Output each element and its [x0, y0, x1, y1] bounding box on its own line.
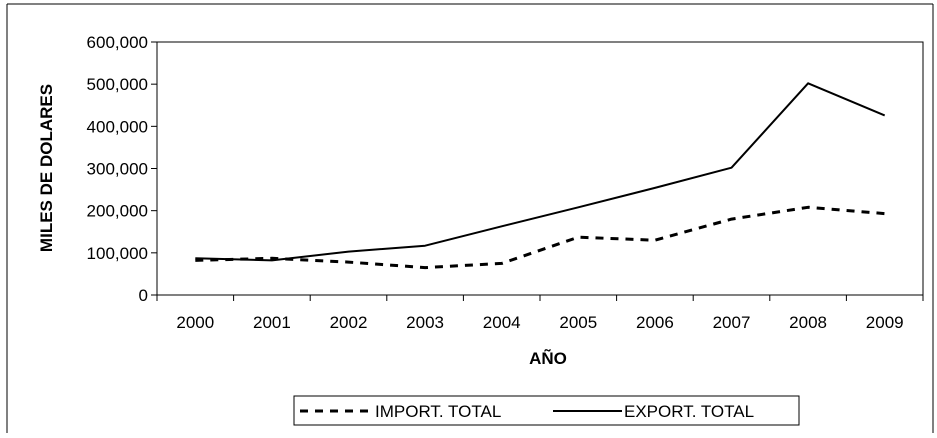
data-point-0-6: [654, 239, 656, 241]
y-tick-label: 100,000: [87, 244, 148, 263]
x-tick-label: 2000: [176, 313, 214, 332]
y-axis-title: MILES DE DOLARES: [37, 84, 56, 252]
data-point-1-9: [884, 114, 886, 116]
data-point-1-4: [501, 225, 503, 227]
data-point-1-5: [577, 206, 579, 208]
series-line-export-total: [195, 82, 886, 262]
y-tick-label: 0: [139, 286, 148, 305]
data-point-1-1: [271, 259, 273, 261]
data-point-0-0: [194, 259, 196, 261]
y-axis: 0 100,000 200,000 300,000 400,000 500,000 600,…: [87, 33, 157, 305]
y-tick-label: 400,000: [87, 117, 148, 136]
y-tick-label: 300,000: [87, 160, 148, 179]
x-tick-label: 2001: [253, 313, 291, 332]
data-point-1-7: [731, 167, 733, 169]
x-axis-title: AÑO: [529, 348, 567, 368]
data-point-1-8: [807, 82, 809, 84]
x-tick-label: 2007: [713, 313, 751, 332]
data-point-0-7: [731, 218, 733, 220]
data-point-0-2: [348, 261, 350, 263]
data-point-1-2: [348, 251, 350, 253]
x-tick-label: 2004: [483, 313, 521, 332]
data-point-0-8: [807, 206, 809, 208]
data-point-1-6: [654, 187, 656, 189]
data-point-0-1: [271, 257, 273, 259]
y-tick-label: 500,000: [87, 75, 148, 94]
legend-label-import-total: IMPORT. TOTAL: [375, 402, 501, 421]
x-tick-label: 2002: [330, 313, 368, 332]
data-point-0-5: [577, 236, 579, 238]
x-axis: 2000 2001 2002 2003 2004 2005 2006 2007 2008 2009: [156, 295, 924, 332]
legend-label-export-total: EXPORT. TOTAL: [624, 402, 754, 421]
data-point-0-4: [501, 262, 503, 264]
data-point-1-3: [424, 245, 426, 247]
x-tick-label: 2003: [406, 313, 444, 332]
data-point-0-3: [424, 267, 426, 269]
legend: IMPORT. TOTAL EXPORT. TOTAL: [293, 395, 800, 426]
x-tick-label: 2005: [559, 313, 597, 332]
x-tick-label: 2006: [636, 313, 674, 332]
series-line-import-total: [195, 205, 885, 270]
x-tick-label: 2009: [866, 313, 904, 332]
data-point-1-0: [194, 257, 196, 259]
x-tick-label: 2008: [789, 313, 827, 332]
series-lines: [194, 82, 886, 270]
y-tick-label: 200,000: [87, 202, 148, 221]
y-tick-label: 600,000: [87, 33, 148, 52]
legend-box: [293, 395, 800, 426]
data-point-0-9: [884, 213, 886, 215]
